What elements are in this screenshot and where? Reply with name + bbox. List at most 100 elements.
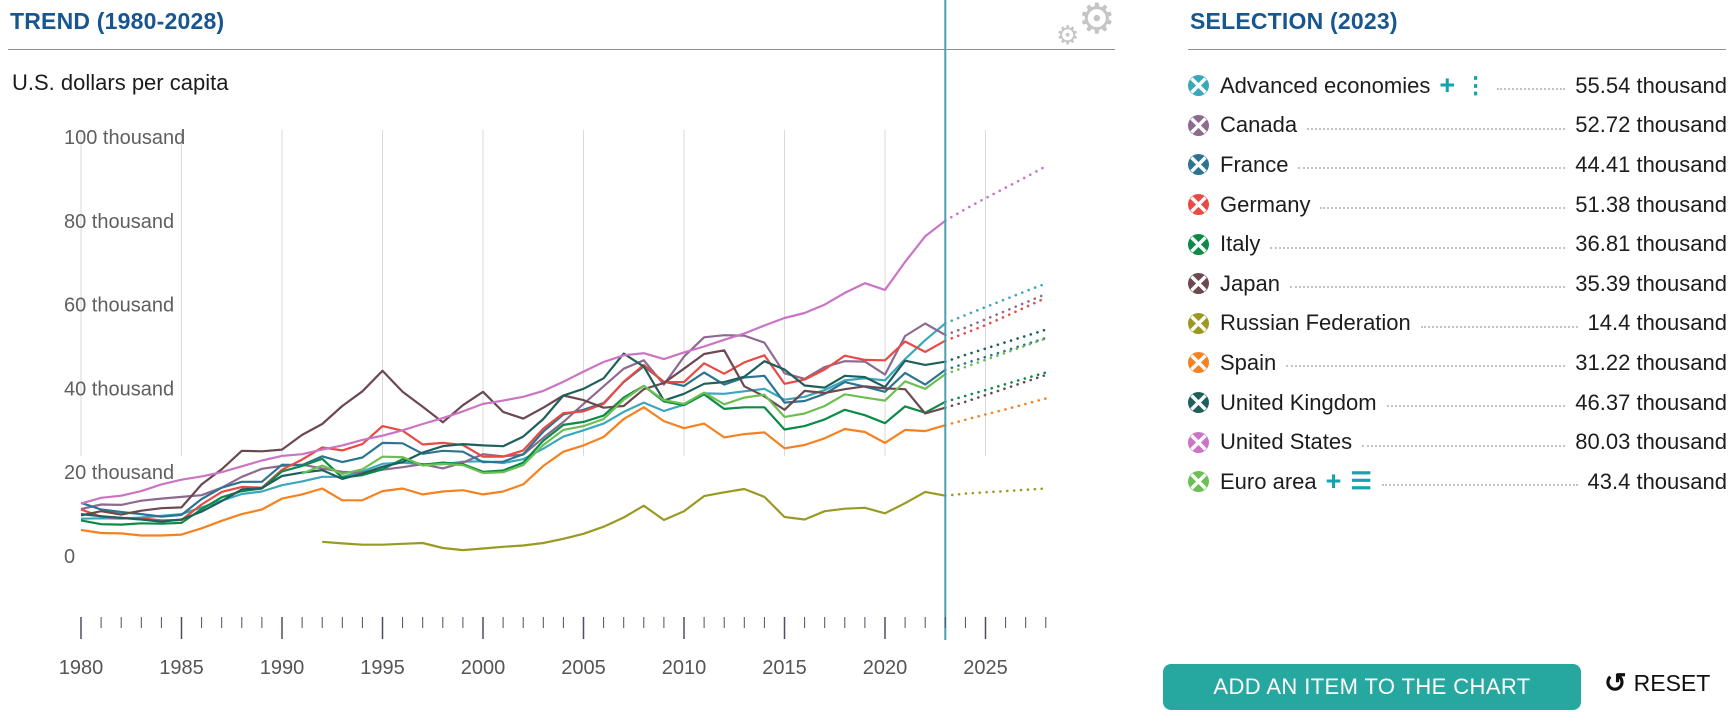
chart-unit-label: U.S. dollars per capita [12, 70, 229, 95]
reset-button[interactable]: ↺ RESET [1604, 668, 1711, 698]
svg-text:2010: 2010 [662, 657, 707, 679]
circle-x-remove-icon[interactable] [1188, 114, 1209, 136]
svg-text:2015: 2015 [762, 657, 807, 679]
leader-dotted-line [1320, 207, 1566, 210]
svg-text:0: 0 [64, 546, 75, 568]
series-line-germany [80, 339, 946, 522]
projection-line-advanced-economies [943, 282, 1048, 325]
x-axis-year-labels: 1980 1985 1990 1995 2000 2005 2010 2015 2020 2025 [59, 657, 1008, 679]
circle-x-remove-icon[interactable] [1188, 431, 1209, 453]
projection-line-canada [943, 292, 1048, 337]
selection-divider [1188, 49, 1726, 50]
legend-item-value: 43.4 thousand [1587, 468, 1727, 494]
leader-dotted-line [1270, 246, 1566, 250]
legend-item-label: Advanced economies [1220, 72, 1431, 98]
circle-x-remove-icon[interactable] [1188, 471, 1209, 493]
circle-x-remove-icon[interactable] [1188, 312, 1209, 334]
series-line-france [80, 365, 946, 518]
svg-text:2005: 2005 [561, 657, 606, 679]
legend-list: Advanced economies + ⋮ ☰ 55.54 thousand … [1188, 66, 1727, 502]
svg-text:2025: 2025 [963, 657, 1008, 679]
leader-dotted-line [1420, 325, 1578, 329]
svg-text:2020: 2020 [863, 657, 908, 679]
leader-dotted-line [1381, 484, 1578, 487]
legend-item-value: 31.22 thousand [1575, 349, 1727, 375]
legend-item-row[interactable]: United Kingdom + ⋮ ☰ 46.37 thousand [1188, 383, 1727, 423]
svg-text:1995: 1995 [360, 657, 405, 679]
circle-x-remove-icon[interactable] [1188, 352, 1209, 374]
projection-line-euro-area [943, 337, 1048, 376]
series-line-united-states [80, 219, 946, 505]
add-item-button[interactable]: ADD AN ITEM TO THE CHART [1163, 664, 1581, 710]
svg-text:1985: 1985 [159, 657, 204, 679]
circle-x-remove-icon[interactable] [1188, 233, 1209, 255]
legend-item-value: 55.54 thousand [1575, 72, 1727, 98]
x-axis-ruler [80, 617, 1047, 639]
leader-dotted-line [1362, 444, 1566, 448]
circle-x-remove-icon[interactable] [1188, 392, 1209, 414]
selection-panel-title: SELECTION (2023) [1190, 8, 1398, 34]
legend-item-label: Japan [1220, 270, 1280, 296]
legend-item-row[interactable]: France + ⋮ ☰ 44.41 thousand [1188, 145, 1727, 185]
list-icon[interactable]: ☰ [1350, 467, 1372, 495]
legend-item-value: 51.38 thousand [1575, 191, 1727, 217]
vertical-dots-icon[interactable]: ⋮ [1464, 72, 1488, 99]
legend-item-value: 80.03 thousand [1575, 429, 1727, 455]
legend-item-label: Germany [1220, 191, 1311, 217]
reset-circular-arrow-icon: ↺ [1604, 668, 1627, 698]
legend-item-row[interactable]: Russian Federation + ⋮ ☰ 14.4 thousand [1188, 304, 1727, 344]
svg-text:40 thousand: 40 thousand [64, 378, 174, 400]
legend-item-label: United States [1220, 429, 1353, 455]
leader-dotted-line [1289, 286, 1566, 289]
series-line-advanced-economies [80, 322, 947, 520]
legend-item-value: 52.72 thousand [1575, 112, 1727, 138]
legend-item-row[interactable]: Italy + ⋮ ☰ 36.81 thousand [1188, 224, 1727, 264]
svg-text:100 thousand: 100 thousand [64, 127, 185, 149]
legend-item-value: 44.41 thousand [1575, 151, 1727, 177]
trend-chart[interactable]: 100 thousand 80 thousand 60 thousand 40 tho… [0, 0, 1060, 690]
legend-item-row[interactable]: Spain + ⋮ ☰ 31.22 thousand [1188, 343, 1727, 383]
y-axis-labels: 100 thousand 80 thousand 60 thousand 40 tho… [64, 127, 185, 568]
circle-x-remove-icon[interactable] [1188, 75, 1209, 97]
leader-dotted-line [1298, 167, 1566, 170]
legend-item-value: 46.37 thousand [1575, 389, 1727, 415]
projection-line-germany [943, 296, 1048, 343]
projection-line-united-kingdom [943, 328, 1048, 364]
legend-item-label: Russian Federation [1220, 310, 1411, 336]
series-line-russian-federation [322, 487, 946, 552]
projection-line-italy [943, 371, 1048, 404]
legend-item-row[interactable]: Advanced economies + ⋮ ☰ 55.54 thousand [1188, 66, 1727, 106]
circle-x-remove-icon[interactable] [1188, 273, 1209, 295]
projection-line-united-states [943, 165, 1048, 222]
svg-text:80 thousand: 80 thousand [64, 211, 174, 233]
series-line-euro-area [301, 373, 946, 475]
gear-icon: ⚙ [1078, 0, 1116, 42]
svg-text:1990: 1990 [260, 657, 305, 679]
leader-dotted-line [1307, 127, 1566, 131]
circle-x-remove-icon[interactable] [1188, 194, 1209, 216]
svg-text:2000: 2000 [461, 657, 506, 679]
legend-item-row[interactable]: Germany + ⋮ ☰ 51.38 thousand [1188, 185, 1727, 225]
legend-item-row[interactable]: Japan + ⋮ ☰ 35.39 thousand [1188, 264, 1727, 304]
legend-item-row[interactable]: United States + ⋮ ☰ 80.03 thousand [1188, 422, 1727, 462]
legend-item-value: 14.4 thousand [1587, 310, 1727, 336]
series-lines [80, 165, 1048, 552]
legend-item-row[interactable]: Euro area + ⋮ ☰ 43.4 thousand [1188, 462, 1727, 502]
series-line-spain [80, 406, 946, 537]
chart-settings-button[interactable]: ⚙ ⚙ [1056, 0, 1126, 54]
leader-dotted-line [1386, 405, 1566, 408]
legend-item-label: France [1220, 151, 1289, 177]
series-line-japan [80, 349, 946, 517]
plus-icon[interactable]: + [1439, 70, 1456, 101]
chart-gridlines [80, 130, 986, 456]
svg-text:60 thousand: 60 thousand [64, 295, 174, 317]
projection-line-russian-federation [943, 487, 1048, 498]
legend-item-label: United Kingdom [1220, 389, 1377, 415]
legend-item-label: Euro area [1220, 468, 1317, 494]
legend-item-row[interactable]: Canada + ⋮ ☰ 52.72 thousand [1188, 106, 1727, 146]
svg-text:1980: 1980 [59, 657, 104, 679]
circle-x-remove-icon[interactable] [1188, 154, 1209, 176]
plus-icon[interactable]: + [1325, 466, 1342, 497]
svg-text:20 thousand: 20 thousand [64, 462, 174, 484]
